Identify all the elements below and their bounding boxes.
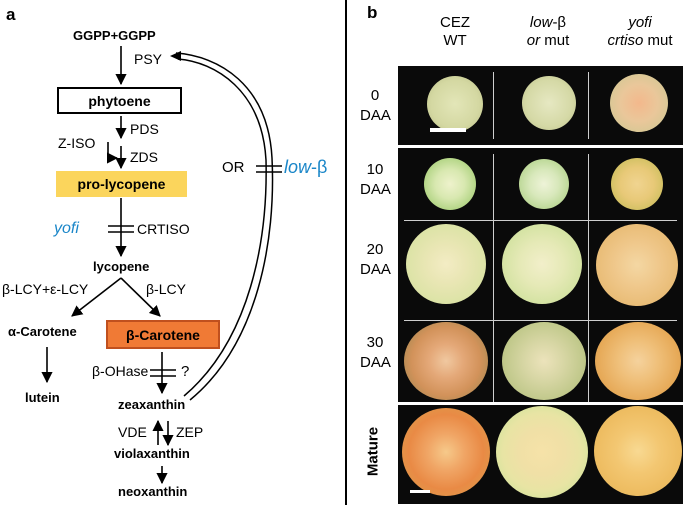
column-wt-line1: CEZ	[440, 14, 470, 31]
beta-ohase-label: β-OHase	[92, 363, 149, 379]
grid-hline-3	[398, 402, 683, 405]
pro-lycopene-label: pro-lycopene	[77, 176, 166, 192]
fruit-crtiso-20	[596, 224, 678, 306]
phytoene-box: phytoene	[57, 87, 182, 114]
beta-ohase-block-bars	[150, 369, 176, 377]
column-or-line2: or mut	[526, 32, 570, 49]
column-crtiso-line1: yofi	[628, 14, 652, 31]
photo-grid	[398, 148, 683, 504]
row-label-30: 30 DAA	[360, 333, 391, 373]
fruit-crtiso-30	[595, 322, 681, 400]
row-20-line2: DAA	[360, 261, 391, 278]
column-crtiso-line2: crtiso mut	[607, 32, 673, 49]
or-label: OR	[222, 159, 245, 176]
row-0-line2: DAA	[360, 107, 391, 124]
row-10-line2: DAA	[360, 181, 391, 198]
lutein-label: lutein	[25, 390, 60, 405]
crtiso-label: CRTISO	[137, 221, 190, 237]
fruit-crtiso-0	[610, 74, 668, 132]
lcy-b-label: β-LCY	[146, 281, 186, 297]
column-header-wt: CEZ WT	[427, 14, 483, 50]
row-label-mature: Mature	[364, 426, 382, 477]
fruit-wt-20	[406, 224, 486, 304]
panel-a-label: a	[6, 5, 16, 24]
grid-hline-1	[404, 220, 677, 221]
yofi-label: yofi	[54, 220, 79, 237]
fruit-or-10	[519, 159, 569, 209]
fruit-or-mature	[496, 406, 588, 498]
psy-label: PSY	[134, 51, 163, 67]
arrow-to-beta-carotene	[120, 277, 161, 317]
column-wt-line2: WT	[443, 32, 467, 49]
row-0-line1: 0	[370, 87, 380, 104]
row-30-line1: 30	[366, 334, 384, 351]
row-label-20: 20 DAA	[360, 240, 391, 280]
violaxanthin-label: violaxanthin	[114, 446, 190, 461]
lycopene-label: lycopene	[93, 259, 150, 274]
unknown-step-label: ?	[181, 363, 190, 380]
neoxanthin-label: neoxanthin	[118, 484, 188, 499]
panel-b-label: b	[367, 3, 378, 22]
beta-carotene-box: β-Carotene	[106, 320, 220, 349]
pro-lycopene-box: pro-lycopene	[56, 171, 187, 197]
fruit-or-30	[502, 322, 586, 400]
fruit-wt-30	[404, 322, 488, 400]
zds-label: ZDS	[130, 149, 158, 165]
pds-label: PDS	[130, 121, 159, 137]
row-10-line1: 10	[366, 161, 384, 178]
fruit-or-20	[502, 224, 582, 304]
fruit-wt-10	[424, 158, 476, 210]
row-label-10: 10 DAA	[360, 160, 391, 200]
column-header-or: low-β or mut	[513, 14, 583, 50]
fruit-crtiso-mature	[594, 406, 682, 496]
fruit-wt-0	[427, 76, 483, 132]
row-30-line2: DAA	[360, 354, 391, 371]
scale-bar-bottom	[410, 490, 430, 493]
alpha-carotene-label: α-Carotene	[8, 324, 77, 339]
or-block-bars	[256, 165, 282, 173]
ggpp-label: GGPP+GGPP	[73, 28, 156, 43]
zeaxanthin-label: zeaxanthin	[118, 397, 186, 412]
vde-label: VDE	[118, 424, 147, 440]
lcy-be-label: β-LCY+ε-LCY	[2, 281, 89, 297]
z-iso-label: Z-ISO	[58, 135, 96, 151]
crtiso-block-bars	[108, 225, 134, 233]
low-beta-label: low-β	[284, 157, 328, 177]
grid-vline-2	[588, 154, 589, 402]
arrow-to-alpha-carotene	[71, 277, 122, 317]
grid-hline-2	[404, 320, 677, 321]
fruit-or-0	[522, 76, 576, 130]
or-loop-arrowhead	[170, 51, 181, 61]
scale-bar-top	[430, 128, 466, 132]
column-or-line1: low-β	[529, 14, 567, 31]
fruit-crtiso-10	[611, 158, 663, 210]
zep-label: ZEP	[176, 424, 204, 440]
column-header-crtiso: yofi crtiso mut	[600, 14, 680, 50]
beta-carotene-label: β-Carotene	[126, 326, 200, 343]
row-label-0: 0 DAA	[360, 86, 391, 126]
row-20-line1: 20	[366, 241, 384, 258]
grid-vline-1	[493, 154, 494, 402]
fruit-wt-mature	[402, 408, 490, 496]
phytoene-label: phytoene	[88, 92, 151, 109]
photo-0-daa	[398, 66, 683, 145]
